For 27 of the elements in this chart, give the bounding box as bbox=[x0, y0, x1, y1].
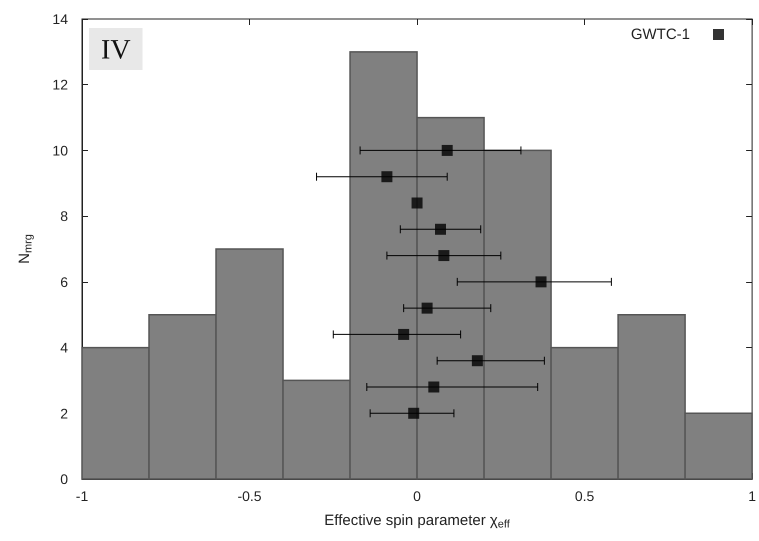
x-tick-label: -0.5 bbox=[237, 488, 262, 504]
point bbox=[472, 355, 483, 366]
y-tick-label: 10 bbox=[52, 142, 68, 158]
point bbox=[438, 250, 450, 262]
point bbox=[412, 198, 423, 208]
y-tick-label: 2 bbox=[60, 405, 68, 422]
y-axis-title: Nmrg bbox=[16, 234, 34, 264]
point bbox=[398, 328, 410, 340]
legend-label: GWTC-1 bbox=[630, 26, 690, 43]
point bbox=[435, 224, 446, 235]
point bbox=[422, 302, 433, 314]
x-tick-label: 1 bbox=[748, 488, 756, 504]
point bbox=[381, 171, 392, 182]
point bbox=[536, 276, 547, 288]
x-tick-label: 0 bbox=[413, 488, 422, 504]
y-tick-label: 0 bbox=[60, 471, 68, 487]
point bbox=[408, 408, 420, 419]
y-tick-label: 4 bbox=[60, 340, 68, 356]
x-tick-label: -1 bbox=[76, 488, 88, 504]
annotation: IV bbox=[101, 34, 131, 66]
y-tick-label: 14 bbox=[52, 11, 68, 27]
y-tick-label: 8 bbox=[60, 208, 68, 224]
y-tick-label: 6 bbox=[60, 274, 68, 290]
point bbox=[428, 382, 440, 392]
y-tick-label: 12 bbox=[52, 76, 68, 93]
x-tick-label: 0.5 bbox=[574, 488, 595, 504]
point bbox=[442, 144, 453, 156]
